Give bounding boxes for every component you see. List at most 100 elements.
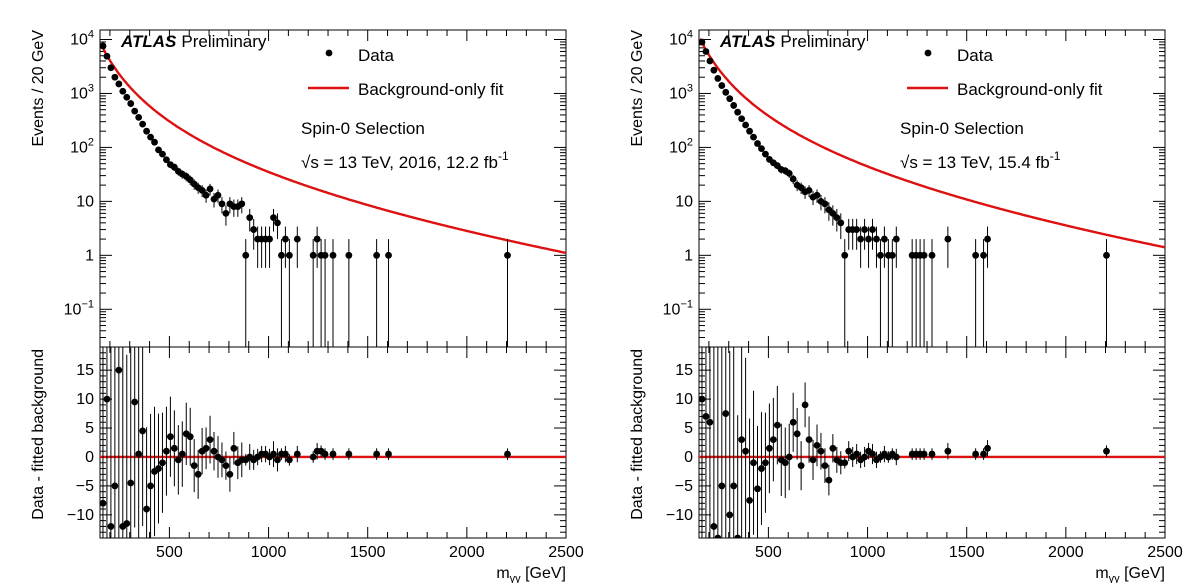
data-point: [746, 127, 753, 135]
residual-point: [143, 505, 151, 513]
residual-point: [841, 459, 849, 467]
y-tick-base: 10: [70, 139, 88, 156]
x-tick-label: 2000: [1048, 544, 1084, 561]
residual-point: [100, 499, 107, 507]
selection-label: Spin-0 Selection: [301, 119, 425, 138]
y-tick-exp: 4: [687, 29, 693, 41]
legend-data-label: Data: [957, 46, 993, 65]
residual-point: [801, 401, 809, 409]
data-point: [710, 66, 718, 74]
residual-point: [730, 482, 738, 490]
residual-point: [131, 398, 139, 406]
ratio-tick-label: 5: [85, 420, 94, 437]
ratio-tick-label: 0: [85, 449, 94, 466]
residual-point: [293, 450, 301, 458]
residual-point: [202, 444, 210, 452]
data-point: [738, 115, 746, 123]
data-point: [123, 93, 131, 101]
residual-point: [869, 450, 876, 458]
data-point: [115, 80, 123, 88]
residual-point: [159, 459, 166, 467]
residual-point: [706, 418, 714, 426]
residual-point: [781, 459, 789, 467]
residual-point: [190, 462, 198, 470]
y-tick-exp: 2: [687, 136, 693, 148]
data-point: [293, 235, 301, 243]
y-tick-label: 10−1: [663, 298, 693, 318]
residual-point: [139, 427, 147, 435]
x-tick-label: 2000: [449, 544, 485, 561]
data-points-top: [100, 42, 511, 347]
data-point: [1103, 251, 1110, 259]
residual-point: [170, 444, 178, 452]
y-tick-base: 10: [669, 85, 687, 102]
residual-point: [825, 476, 833, 484]
data-point: [103, 52, 111, 60]
data-point: [139, 120, 147, 128]
data-point: [813, 191, 821, 199]
energy-label: √s = 13 TeV, 2016, 12.2 fb-1: [301, 149, 509, 172]
data-point: [869, 226, 876, 233]
residual-point: [892, 453, 900, 461]
y-axis-label: Events / 20 GeV: [30, 30, 47, 147]
data-point: [861, 226, 868, 233]
residual-point: [821, 462, 829, 470]
y-tick-base: 10: [669, 32, 687, 49]
data-point: [789, 175, 797, 183]
data-point: [198, 186, 206, 194]
data-point: [742, 121, 749, 129]
residual-point: [329, 450, 337, 458]
data-point: [250, 226, 258, 233]
data-point: [944, 235, 952, 243]
residual-point: [218, 456, 226, 464]
residual-point: [769, 436, 777, 444]
residual-point: [373, 450, 381, 458]
residual-point: [742, 447, 749, 455]
x-tick-label: 1000: [850, 544, 886, 561]
selection-label: Spin-0 Selection: [900, 119, 1024, 138]
residual-point: [853, 450, 861, 458]
residual-point: [920, 450, 928, 458]
data-point: [881, 235, 888, 243]
data-point: [841, 251, 849, 259]
data-point: [877, 251, 884, 259]
residual-point: [972, 450, 980, 458]
data-point: [734, 108, 742, 116]
legend-data-label: Data: [358, 46, 394, 65]
data-point: [853, 226, 861, 233]
data-point: [107, 64, 115, 72]
residual-point: [285, 456, 293, 464]
residual-point: [738, 436, 746, 444]
data-point: [754, 140, 761, 147]
residual-point: [270, 450, 277, 458]
status-text: Preliminary: [181, 32, 267, 51]
status-text: Preliminary: [780, 32, 866, 51]
data-point: [100, 42, 107, 50]
data-point: [718, 82, 726, 89]
residual-point: [746, 496, 753, 504]
data-point: [928, 251, 936, 259]
data-points-top: [699, 38, 1110, 347]
data-point: [309, 251, 317, 259]
y-tick-exp: 3: [687, 82, 693, 94]
data-point: [214, 191, 222, 199]
residual-point: [984, 444, 991, 452]
legend-data-marker: [325, 49, 333, 57]
residual-point: [147, 482, 154, 490]
residual-point: [206, 436, 214, 444]
data-point: [143, 127, 151, 135]
residual-point: [773, 421, 781, 429]
data-point: [702, 48, 710, 55]
data-point: [345, 251, 353, 259]
ratio-tick-label: 0: [684, 449, 693, 466]
data-point: [127, 100, 135, 107]
residual-point: [980, 450, 987, 458]
data-point: [714, 75, 722, 82]
y-tick-base: 10: [669, 139, 687, 156]
y-tick-exp: −1: [680, 298, 693, 310]
residual-point: [785, 453, 793, 461]
y-tick-base: 10: [663, 301, 681, 318]
data-point: [206, 185, 214, 193]
